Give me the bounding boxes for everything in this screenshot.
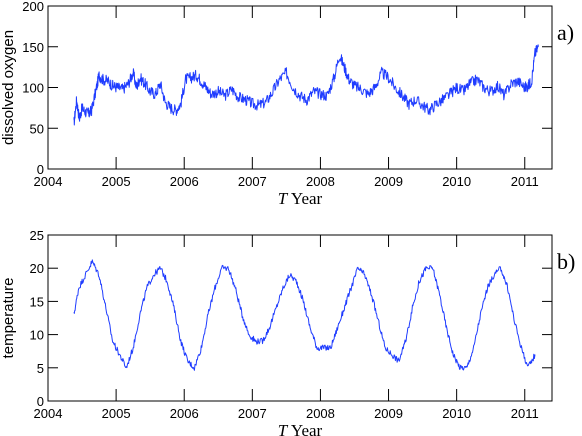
dissolved-oxygen-panel: 2004 2005 2006 2007 2008 2009 2010 2011 0 50 100 15… <box>0 0 574 208</box>
x-tick-label: 2008 <box>306 174 335 189</box>
x-tick-label: 2004 <box>34 406 63 421</box>
x-axis-label: T Year <box>278 189 323 208</box>
x-tick-label: 2004 <box>34 174 63 189</box>
x-tick-label: 2007 <box>238 406 267 421</box>
y-tick-label: 20 <box>30 261 44 276</box>
series-line <box>73 44 539 126</box>
temperature-panel: 2004 2005 2006 2007 2008 2009 2010 2011 0 5 10 15 20… <box>0 228 575 436</box>
x-tick-label: 2009 <box>374 174 403 189</box>
y-tick-label: 0 <box>37 394 44 409</box>
x-tick-label: 2011 <box>511 174 539 189</box>
x-tick-label: 2007 <box>238 174 267 189</box>
y-tick-label: 200 <box>22 0 44 14</box>
x-axis-variable: T <box>278 189 289 208</box>
x-tick-label: 2005 <box>102 406 131 421</box>
x-axis-text: Year <box>287 189 322 208</box>
y-tick-label: 100 <box>22 81 44 96</box>
x-tick-label: 2009 <box>374 406 403 421</box>
x-tick-label: 2008 <box>306 406 335 421</box>
panel-label: b) <box>557 249 575 274</box>
x-tick-label: 2010 <box>442 174 471 189</box>
series-line <box>73 259 536 371</box>
x-tick-label: 2005 <box>102 174 131 189</box>
y-axis-label: temperature <box>0 278 17 359</box>
x-axis-label: T Year <box>278 421 323 436</box>
y-tick-label: 10 <box>30 328 44 343</box>
panel-label: a) <box>557 20 574 45</box>
x-axis-variable: T <box>278 421 289 436</box>
x-tick-label: 2006 <box>170 406 199 421</box>
plot-frame <box>47 234 553 402</box>
x-axis-text: Year <box>287 421 322 436</box>
y-tick-label: 0 <box>37 162 44 177</box>
y-tick-label: 5 <box>37 361 44 376</box>
y-tick-label: 50 <box>30 121 44 136</box>
x-tick-label: 2006 <box>170 174 199 189</box>
x-tick-label: 2010 <box>442 406 471 421</box>
y-tick-label: 150 <box>22 40 44 55</box>
y-tick-label: 15 <box>30 294 44 309</box>
x-tick-label: 2011 <box>511 406 539 421</box>
y-axis-label: dissolved oxygen <box>0 30 17 145</box>
y-tick-label: 25 <box>30 228 44 243</box>
